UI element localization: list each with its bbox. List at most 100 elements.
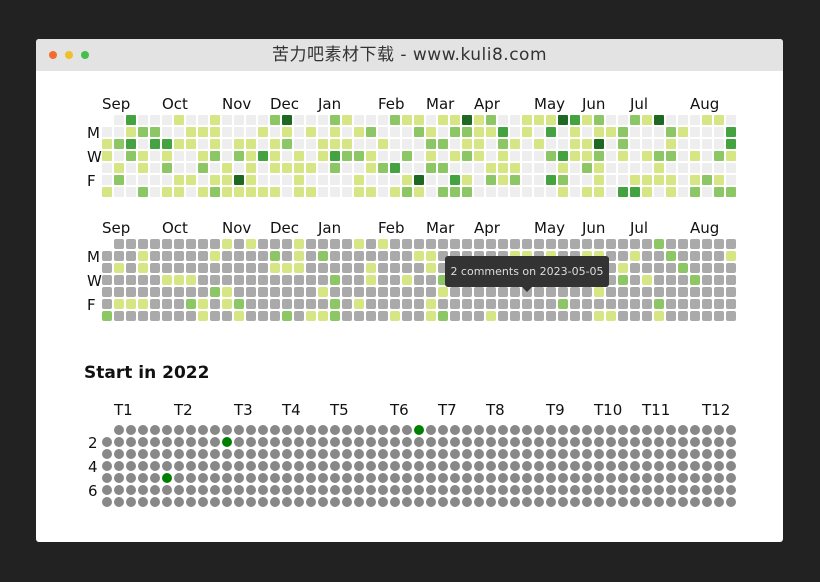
day-cell[interactable] <box>138 437 148 447</box>
day-cell[interactable] <box>678 151 688 161</box>
day-cell[interactable] <box>570 497 580 507</box>
day-cell[interactable] <box>438 497 448 507</box>
day-cell[interactable] <box>126 311 136 321</box>
day-cell[interactable] <box>534 127 544 137</box>
day-cell[interactable] <box>318 127 328 137</box>
day-cell[interactable] <box>426 163 436 173</box>
day-cell[interactable] <box>582 139 592 149</box>
day-cell[interactable] <box>318 239 328 249</box>
day-cell[interactable] <box>114 311 124 321</box>
day-cell[interactable] <box>342 461 352 471</box>
day-cell[interactable] <box>618 275 628 285</box>
day-cell[interactable] <box>282 485 292 495</box>
day-cell[interactable] <box>198 139 208 149</box>
day-cell[interactable] <box>390 497 400 507</box>
day-cell[interactable] <box>270 497 280 507</box>
day-cell[interactable] <box>534 115 544 125</box>
day-cell[interactable] <box>258 287 268 297</box>
day-cell[interactable] <box>210 449 220 459</box>
day-cell[interactable] <box>234 461 244 471</box>
day-cell[interactable] <box>606 275 616 285</box>
day-cell[interactable] <box>366 461 376 471</box>
day-cell[interactable] <box>714 187 724 197</box>
day-cell[interactable] <box>510 473 520 483</box>
day-cell[interactable] <box>306 485 316 495</box>
day-cell[interactable] <box>366 187 376 197</box>
day-cell[interactable] <box>126 497 136 507</box>
day-cell[interactable] <box>258 461 268 471</box>
day-cell[interactable] <box>210 425 220 435</box>
day-cell[interactable] <box>318 437 328 447</box>
day-cell[interactable] <box>198 163 208 173</box>
day-cell[interactable] <box>210 299 220 309</box>
day-cell[interactable] <box>342 263 352 273</box>
day-cell[interactable] <box>534 151 544 161</box>
day-cell[interactable] <box>522 473 532 483</box>
day-cell[interactable] <box>150 311 160 321</box>
day-cell[interactable] <box>642 275 652 285</box>
day-cell[interactable] <box>594 299 604 309</box>
day-cell[interactable] <box>678 497 688 507</box>
day-cell[interactable] <box>702 497 712 507</box>
day-cell[interactable] <box>522 485 532 495</box>
day-cell[interactable] <box>618 187 628 197</box>
day-cell[interactable] <box>678 187 688 197</box>
day-cell[interactable] <box>654 497 664 507</box>
day-cell[interactable] <box>594 115 604 125</box>
day-cell[interactable] <box>150 275 160 285</box>
day-cell[interactable] <box>378 175 388 185</box>
day-cell[interactable] <box>210 139 220 149</box>
day-cell[interactable] <box>462 485 472 495</box>
day-cell[interactable] <box>162 461 172 471</box>
day-cell[interactable] <box>654 115 664 125</box>
day-cell[interactable] <box>234 163 244 173</box>
day-cell[interactable] <box>270 425 280 435</box>
day-cell[interactable] <box>582 187 592 197</box>
day-cell[interactable] <box>570 299 580 309</box>
day-cell[interactable] <box>450 139 460 149</box>
day-cell[interactable] <box>366 115 376 125</box>
day-cell[interactable] <box>102 311 112 321</box>
day-cell[interactable] <box>126 299 136 309</box>
day-cell[interactable] <box>198 497 208 507</box>
day-cell[interactable] <box>174 127 184 137</box>
day-cell[interactable] <box>474 287 484 297</box>
day-cell[interactable] <box>126 473 136 483</box>
day-cell[interactable] <box>198 461 208 471</box>
day-cell[interactable] <box>666 287 676 297</box>
day-cell[interactable] <box>726 239 736 249</box>
day-cell[interactable] <box>258 239 268 249</box>
day-cell[interactable] <box>510 115 520 125</box>
day-cell[interactable] <box>102 485 112 495</box>
day-cell[interactable] <box>714 299 724 309</box>
day-cell[interactable] <box>702 251 712 261</box>
day-cell[interactable] <box>678 139 688 149</box>
day-cell[interactable] <box>606 299 616 309</box>
day-cell[interactable] <box>402 287 412 297</box>
day-cell[interactable] <box>210 251 220 261</box>
day-cell[interactable] <box>666 449 676 459</box>
day-cell[interactable] <box>654 175 664 185</box>
day-cell[interactable] <box>306 239 316 249</box>
day-cell[interactable] <box>630 175 640 185</box>
day-cell[interactable] <box>498 187 508 197</box>
day-cell[interactable] <box>186 461 196 471</box>
day-cell[interactable] <box>366 287 376 297</box>
day-cell[interactable] <box>270 449 280 459</box>
day-cell[interactable] <box>546 473 556 483</box>
day-cell[interactable] <box>294 497 304 507</box>
day-cell[interactable] <box>726 251 736 261</box>
day-cell[interactable] <box>462 473 472 483</box>
day-cell[interactable] <box>222 461 232 471</box>
day-cell[interactable] <box>282 115 292 125</box>
day-cell[interactable] <box>354 115 364 125</box>
day-cell[interactable] <box>690 473 700 483</box>
day-cell[interactable] <box>558 497 568 507</box>
day-cell[interactable] <box>222 485 232 495</box>
day-cell[interactable] <box>294 263 304 273</box>
day-cell[interactable] <box>534 311 544 321</box>
day-cell[interactable] <box>162 299 172 309</box>
day-cell[interactable] <box>186 311 196 321</box>
day-cell[interactable] <box>726 287 736 297</box>
day-cell[interactable] <box>498 425 508 435</box>
